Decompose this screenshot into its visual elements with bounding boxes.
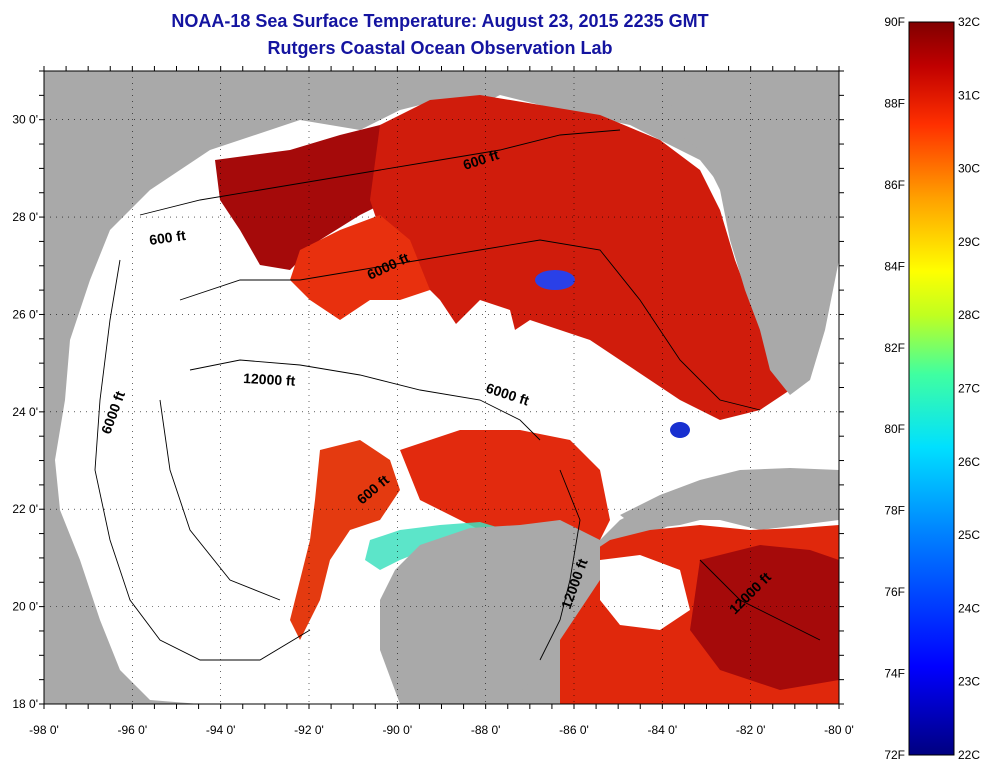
sst-central-patch [290, 215, 430, 320]
map-subtitle: Rutgers Coastal Ocean Observation Lab [267, 38, 613, 58]
x-tick-label: -82 0' [736, 723, 766, 737]
x-tick-label: -94 0' [206, 723, 236, 737]
x-tick-label: -80 0' [824, 723, 854, 737]
colorbar-c-label: 31C [958, 88, 980, 102]
sst-campeche-patch [290, 440, 400, 640]
x-tick-label: -98 0' [29, 723, 59, 737]
contour-label: 600 ft [148, 227, 187, 248]
map-area: 600 ft 600 ft 6000 ft 12000 ft 6000 ft 6… [44, 71, 839, 704]
colorbar-f-label: 74F [884, 667, 905, 681]
colorbar-c-labels: 32C 31C 30C 29C 28C 27C 26C 25C 24C 23C 22C [958, 15, 980, 762]
x-tick-label: -84 0' [648, 723, 678, 737]
y-tick-label: 20 0' [12, 600, 38, 614]
contour-line [179, 239, 761, 411]
y-tick-label: 26 0' [12, 307, 38, 321]
y-axis: 18 0' 20 0' 22 0' 24 0' 26 0' 28 0' 30 0' [12, 70, 844, 711]
sst-cold-eddy-3 [670, 422, 690, 438]
contour-line [94, 259, 311, 661]
graticule [44, 71, 839, 704]
florida-land [660, 71, 839, 395]
x-tick-label: -92 0' [294, 723, 324, 737]
y-tick-label: 18 0' [12, 697, 38, 711]
y-tick-label: 28 0' [12, 210, 38, 224]
colorbar-c-label: 25C [958, 528, 980, 542]
colorbar-c-label: 30C [958, 162, 980, 176]
cuba-land [620, 468, 839, 530]
contour-line [699, 559, 821, 641]
x-axis: -98 0' -96 0' -94 0' -92 0' -90 0' -88 0' -86 … [29, 66, 854, 737]
y-tick-label: 30 0' [12, 113, 38, 127]
colorbar-f-label: 78F [884, 504, 905, 518]
colorbar-c-label: 22C [958, 748, 980, 762]
contour-label: 12000 ft [243, 370, 296, 389]
colorbar-c-label: 29C [958, 235, 980, 249]
yucatan-land [380, 520, 600, 704]
colorbar-c-label: 28C [958, 308, 980, 322]
contour-line [189, 359, 541, 441]
colorbar-f-label: 88F [884, 96, 905, 110]
colorbar-f-label: 72F [884, 748, 905, 762]
colorbar-f-label: 82F [884, 341, 905, 355]
colorbar-f-labels: 90F 88F 86F 84F 82F 80F 78F 76F 74F 72F [884, 15, 905, 762]
map-title: NOAA-18 Sea Surface Temperature: August … [171, 11, 709, 31]
colorbar-f-label: 84F [884, 259, 905, 273]
y-tick-label: 22 0' [12, 502, 38, 516]
sst-cold-eddy-2 [535, 270, 575, 290]
colorbar-f-label: 90F [884, 15, 905, 29]
colorbar-f-label: 80F [884, 422, 905, 436]
colorbar-f-label: 86F [884, 178, 905, 192]
cloud-patch [600, 555, 690, 630]
contour-line [539, 469, 581, 661]
colorbar-c-label: 26C [958, 455, 980, 469]
y-tick-label: 24 0' [12, 405, 38, 419]
contour-line [159, 399, 281, 601]
x-tick-label: -86 0' [559, 723, 589, 737]
colorbar [908, 21, 955, 756]
colorbar-c-label: 23C [958, 675, 980, 689]
x-tick-label: -96 0' [118, 723, 148, 737]
colorbar-c-label: 24C [958, 601, 980, 615]
colorbar-c-label: 32C [958, 15, 980, 29]
cloud-patch [450, 300, 520, 390]
sst-caribbean-hot [690, 545, 839, 690]
x-tick-label: -88 0' [471, 723, 501, 737]
contour-line [139, 129, 621, 216]
colorbar-c-label: 27C [958, 382, 980, 396]
colorbar-f-label: 76F [884, 585, 905, 599]
x-tick-label: -90 0' [383, 723, 413, 737]
bathymetry-contours [94, 129, 821, 661]
